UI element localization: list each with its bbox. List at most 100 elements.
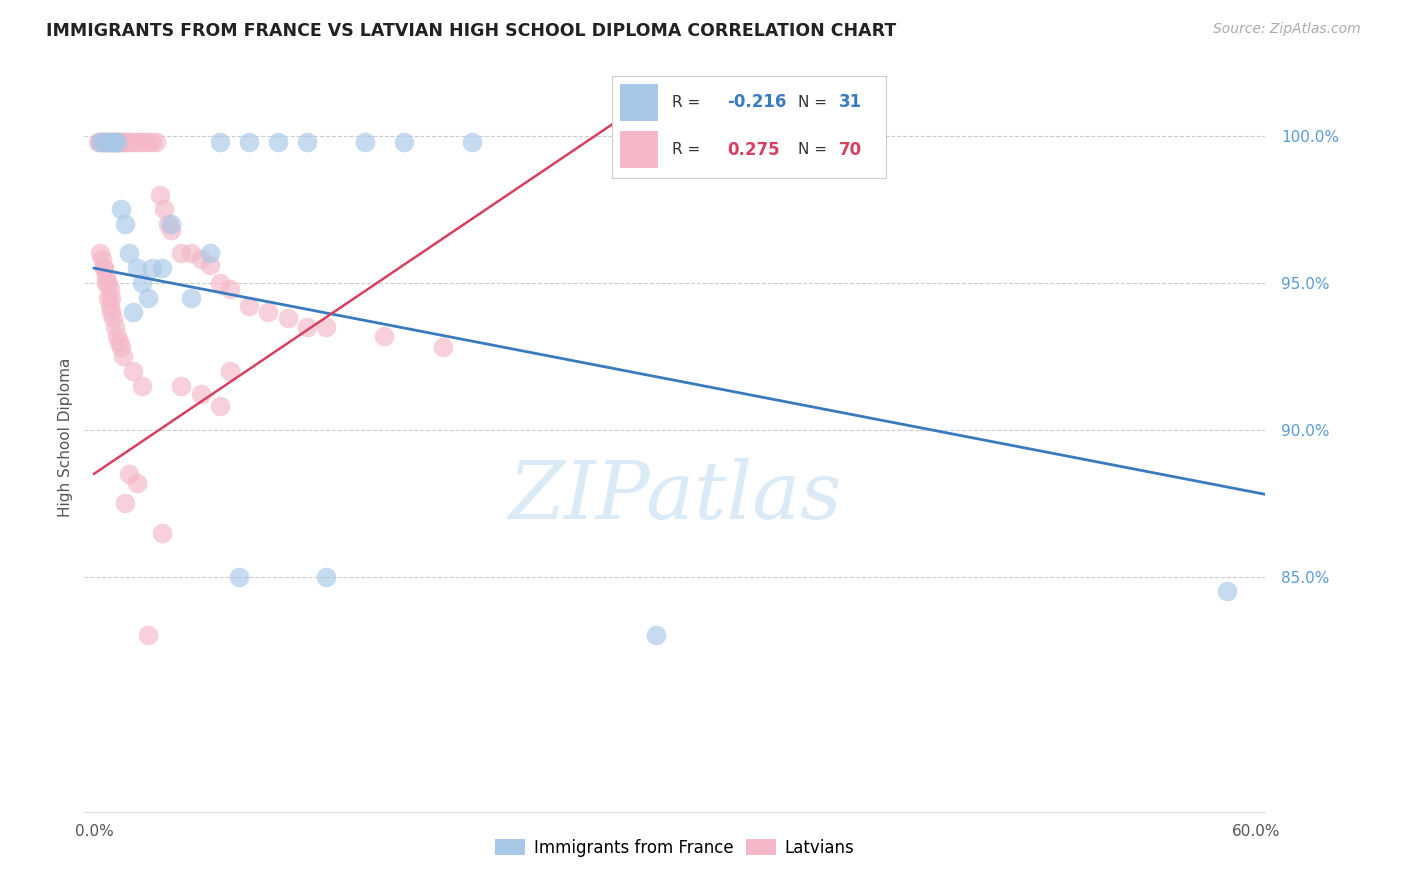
Point xyxy=(94,135,117,149)
Point xyxy=(200,258,222,272)
Point xyxy=(97,135,120,149)
Point xyxy=(121,305,143,319)
Point xyxy=(150,525,173,540)
Point xyxy=(87,135,110,149)
Point xyxy=(98,282,121,296)
Point xyxy=(100,305,122,319)
Point xyxy=(110,341,132,355)
Text: -0.216: -0.216 xyxy=(727,94,786,112)
Text: Source: ZipAtlas.com: Source: ZipAtlas.com xyxy=(1213,22,1361,37)
Point xyxy=(104,135,127,149)
Point xyxy=(392,135,415,149)
Point xyxy=(105,135,128,149)
Text: 70: 70 xyxy=(839,141,862,159)
Point xyxy=(432,341,454,355)
Point xyxy=(180,291,202,305)
Point xyxy=(644,628,666,642)
Text: R =: R = xyxy=(672,142,700,157)
Point xyxy=(104,319,127,334)
Point xyxy=(97,135,120,149)
Point xyxy=(136,135,159,149)
Point xyxy=(98,299,121,313)
Point xyxy=(1215,584,1237,599)
Point xyxy=(295,319,318,334)
Text: 0.275: 0.275 xyxy=(727,141,779,159)
Point xyxy=(89,135,111,149)
Point xyxy=(218,364,240,378)
Point xyxy=(100,135,122,149)
Point xyxy=(105,135,128,149)
Point xyxy=(94,269,117,284)
Point xyxy=(93,135,115,149)
Point xyxy=(105,328,128,343)
Point xyxy=(761,135,783,149)
Point xyxy=(160,223,183,237)
Point xyxy=(103,135,125,149)
Point xyxy=(125,261,148,276)
Point xyxy=(90,135,112,149)
Point xyxy=(373,328,395,343)
Point xyxy=(125,135,148,149)
Point xyxy=(190,252,212,267)
Point xyxy=(295,135,318,149)
Text: N =: N = xyxy=(799,142,827,157)
Point xyxy=(110,202,132,217)
Point xyxy=(315,569,337,583)
Point xyxy=(129,135,152,149)
Point xyxy=(315,319,337,334)
Point xyxy=(208,276,231,290)
Point xyxy=(94,276,117,290)
Point xyxy=(170,246,193,260)
Legend: Immigrants from France, Latvians: Immigrants from France, Latvians xyxy=(488,832,862,863)
Y-axis label: High School Diploma: High School Diploma xyxy=(58,358,73,516)
Point xyxy=(93,135,115,149)
Point xyxy=(150,261,173,276)
Point xyxy=(98,135,121,149)
Point xyxy=(238,135,260,149)
Point xyxy=(141,135,163,149)
Bar xyxy=(620,131,658,168)
Point xyxy=(90,252,112,267)
Point xyxy=(136,628,159,642)
Text: N =: N = xyxy=(799,95,827,110)
Point xyxy=(114,217,136,231)
Point xyxy=(460,135,482,149)
Point xyxy=(115,135,138,149)
Point xyxy=(131,276,153,290)
Point xyxy=(104,135,127,149)
Point xyxy=(200,246,222,260)
Point xyxy=(110,135,132,149)
Point xyxy=(141,261,163,276)
Point xyxy=(354,135,377,149)
Point xyxy=(100,135,122,149)
Point xyxy=(156,217,179,231)
Point xyxy=(114,496,136,510)
Point xyxy=(121,135,143,149)
Point xyxy=(160,217,183,231)
Point xyxy=(267,135,290,149)
Point xyxy=(100,291,122,305)
Point xyxy=(190,387,212,401)
Point xyxy=(108,334,131,349)
Point xyxy=(121,364,143,378)
Bar xyxy=(620,84,658,121)
Point xyxy=(103,135,125,149)
Point xyxy=(152,202,174,217)
Point xyxy=(238,299,260,313)
Point xyxy=(131,378,153,392)
Text: IMMIGRANTS FROM FRANCE VS LATVIAN HIGH SCHOOL DIPLOMA CORRELATION CHART: IMMIGRANTS FROM FRANCE VS LATVIAN HIGH S… xyxy=(46,22,897,40)
Point xyxy=(277,311,299,326)
Point xyxy=(97,291,120,305)
Point xyxy=(208,135,231,149)
Point xyxy=(93,261,115,276)
Point xyxy=(93,261,115,276)
Point xyxy=(103,311,125,326)
Text: R =: R = xyxy=(672,95,700,110)
Point xyxy=(218,282,240,296)
Point xyxy=(114,135,136,149)
Point xyxy=(118,246,141,260)
Point xyxy=(118,135,141,149)
Text: 31: 31 xyxy=(839,94,862,112)
Point xyxy=(97,276,120,290)
Point xyxy=(125,475,148,490)
